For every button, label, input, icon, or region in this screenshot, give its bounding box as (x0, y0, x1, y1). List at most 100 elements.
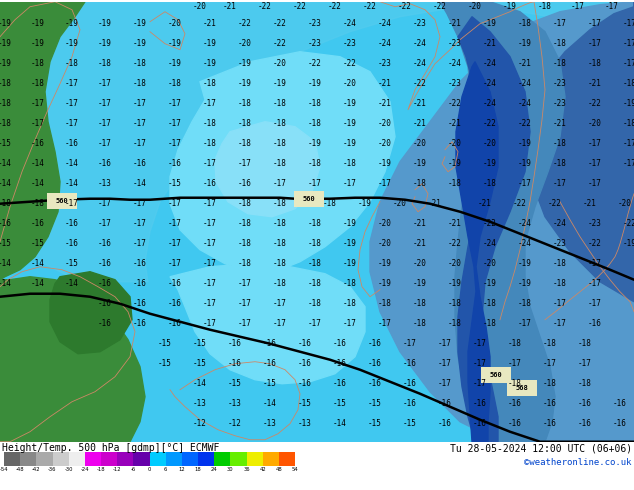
Text: -18: -18 (343, 279, 357, 288)
Text: -15: -15 (65, 259, 79, 268)
Text: -17: -17 (588, 279, 602, 288)
Text: -22: -22 (308, 59, 322, 68)
Text: -18: -18 (308, 219, 322, 228)
Text: -19: -19 (518, 39, 532, 48)
Text: -21: -21 (448, 219, 462, 228)
Text: -19: -19 (168, 39, 182, 48)
Text: -20: -20 (378, 139, 392, 148)
Text: -15: -15 (298, 399, 312, 408)
Text: -18: -18 (238, 139, 252, 148)
Text: -20: -20 (378, 239, 392, 248)
Text: -18: -18 (308, 99, 322, 108)
Text: -17: -17 (588, 39, 602, 48)
Text: -17: -17 (473, 359, 487, 368)
Text: -19: -19 (0, 39, 12, 48)
Text: -19: -19 (413, 279, 427, 288)
Text: -18: -18 (553, 279, 567, 288)
Text: -18: -18 (308, 239, 322, 248)
Text: -16: -16 (0, 219, 12, 228)
Text: -16: -16 (403, 399, 417, 408)
Text: -16: -16 (133, 159, 147, 168)
Text: -18: -18 (0, 199, 12, 208)
Text: -17: -17 (168, 239, 182, 248)
Text: -22: -22 (273, 39, 287, 48)
Text: -17: -17 (588, 19, 602, 28)
Text: -13: -13 (263, 419, 277, 428)
Text: -17: -17 (203, 99, 217, 108)
Text: -18: -18 (413, 319, 427, 328)
Text: -17: -17 (133, 99, 147, 108)
Text: -17: -17 (168, 119, 182, 128)
Text: -16: -16 (133, 279, 147, 288)
Text: -15: -15 (333, 399, 347, 408)
Text: -16: -16 (578, 419, 592, 428)
Text: -17: -17 (553, 19, 567, 28)
Text: 54: 54 (292, 466, 299, 472)
Text: -24: -24 (413, 59, 427, 68)
Text: -20: -20 (448, 139, 462, 148)
Text: -22: -22 (588, 239, 602, 248)
Text: -17: -17 (65, 99, 79, 108)
Text: -19: -19 (483, 159, 497, 168)
Text: -16: -16 (168, 159, 182, 168)
Text: -16: -16 (403, 359, 417, 368)
Text: -17: -17 (203, 239, 217, 248)
Text: -20: -20 (588, 119, 602, 128)
Text: -18: -18 (508, 379, 522, 388)
Text: -18: -18 (133, 79, 147, 88)
Text: -18: -18 (508, 339, 522, 348)
Text: -20: -20 (413, 139, 427, 148)
Text: -17: -17 (203, 219, 217, 228)
Polygon shape (50, 272, 132, 354)
Text: -18: -18 (578, 379, 592, 388)
Text: -17: -17 (403, 339, 417, 348)
Text: -15: -15 (0, 139, 12, 148)
Text: -20: -20 (168, 19, 182, 28)
Text: -16: -16 (578, 399, 592, 408)
Text: -18: -18 (483, 319, 497, 328)
Text: -17: -17 (203, 279, 217, 288)
Text: -14: -14 (333, 419, 347, 428)
Text: -17: -17 (238, 159, 252, 168)
Text: -16: -16 (98, 239, 112, 248)
Text: -17: -17 (588, 299, 602, 308)
Text: -22: -22 (623, 219, 634, 228)
Text: -14: -14 (263, 399, 277, 408)
Text: -42: -42 (32, 466, 41, 472)
Text: -23: -23 (553, 239, 567, 248)
Text: -15: -15 (263, 379, 277, 388)
Text: -6: -6 (131, 466, 136, 472)
Bar (247, 452, 262, 466)
Text: 42: 42 (259, 466, 266, 472)
Text: 6: 6 (164, 466, 167, 472)
Text: -15: -15 (193, 339, 207, 348)
Text: -18: -18 (553, 159, 567, 168)
Text: -22: -22 (363, 2, 377, 11)
Text: -16: -16 (263, 339, 277, 348)
Text: -18: -18 (0, 79, 12, 88)
Text: -17: -17 (578, 359, 592, 368)
Text: -18: -18 (308, 159, 322, 168)
Text: -18: -18 (273, 259, 287, 268)
Text: -17: -17 (168, 219, 182, 228)
Text: -17: -17 (623, 39, 634, 48)
Text: 560: 560 (489, 372, 502, 378)
Text: -16: -16 (228, 359, 242, 368)
Text: -16: -16 (98, 159, 112, 168)
Text: -24: -24 (518, 99, 532, 108)
Text: -19: -19 (503, 2, 517, 11)
Text: -24: -24 (483, 239, 497, 248)
Text: -18: -18 (238, 239, 252, 248)
Text: -22: -22 (513, 199, 527, 208)
Text: -22: -22 (448, 99, 462, 108)
Text: -24: -24 (448, 59, 462, 68)
Text: -17: -17 (343, 179, 357, 188)
Text: -16: -16 (438, 399, 452, 408)
Text: -18: -18 (448, 299, 462, 308)
Text: -17: -17 (473, 339, 487, 348)
Text: -17: -17 (98, 99, 112, 108)
Text: -18: -18 (273, 159, 287, 168)
Text: -24: -24 (378, 39, 392, 48)
Text: -21: -21 (413, 99, 427, 108)
Text: -18: -18 (65, 59, 79, 68)
